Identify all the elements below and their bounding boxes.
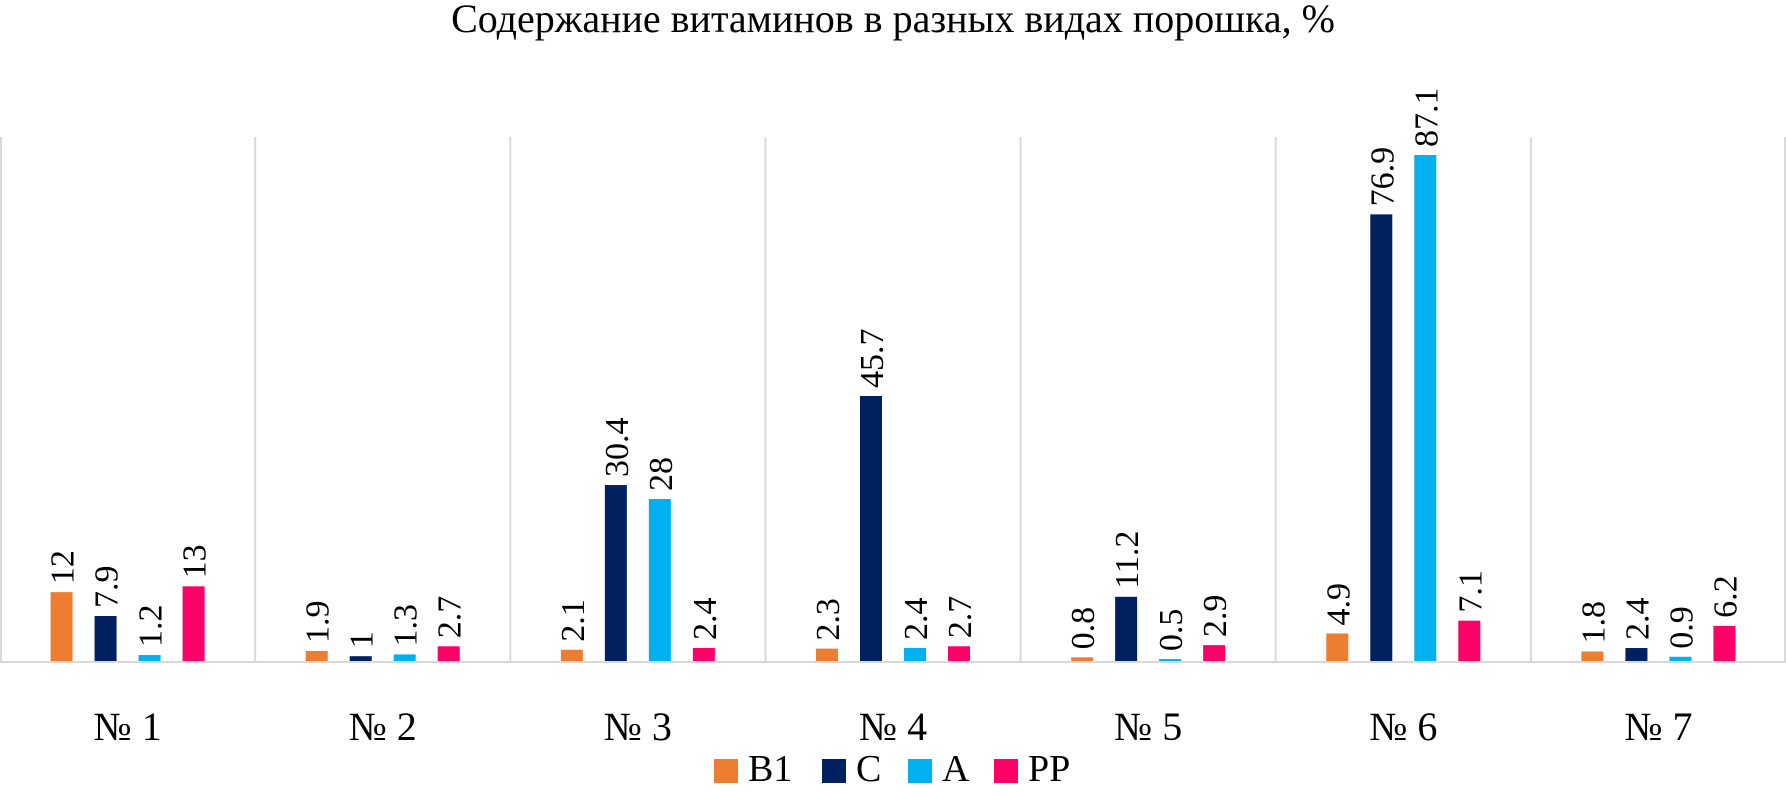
x-tick-label: № 3 — [604, 704, 672, 749]
data-label: 2.7 — [942, 596, 979, 639]
bar-pp — [1203, 645, 1226, 662]
bars — [50, 155, 1736, 662]
legend-label: B1 — [748, 748, 792, 790]
data-label: 11.2 — [1109, 531, 1146, 589]
bar-a — [393, 654, 416, 662]
bar-b1 — [50, 592, 73, 662]
bar-c — [1115, 596, 1138, 662]
bar-a — [1414, 155, 1437, 662]
bar-a — [904, 648, 926, 662]
legend-swatch — [714, 759, 738, 783]
data-label: 2.9 — [1197, 595, 1234, 638]
bar-c — [604, 485, 627, 662]
data-label: 2.1 — [555, 599, 592, 642]
bar-pp — [948, 646, 970, 662]
legend: B1 C A PP — [714, 748, 1070, 790]
data-label: 87.1 — [1408, 88, 1445, 148]
data-label: 2.7 — [432, 596, 469, 639]
bar-b1 — [305, 650, 328, 662]
bar-a — [648, 499, 671, 662]
legend-label: C — [856, 748, 881, 790]
data-label: 0.8 — [1065, 607, 1102, 650]
bar-b1 — [1581, 651, 1604, 662]
bar-c — [94, 616, 117, 662]
data-label: 45.7 — [854, 328, 891, 388]
data-label: 1.3 — [388, 604, 425, 647]
data-label: 7.1 — [1452, 570, 1489, 613]
bar-b1 — [1326, 633, 1349, 662]
data-label: 1.8 — [1575, 601, 1612, 644]
data-label: 1.2 — [133, 605, 170, 648]
bar-b1 — [816, 648, 838, 662]
data-label: 30.4 — [599, 418, 636, 478]
bar-pp — [692, 648, 715, 662]
data-label: 4.9 — [1320, 583, 1357, 626]
data-label: 2.4 — [687, 598, 724, 641]
bar-c — [1370, 214, 1393, 662]
x-tick-labels: № 1 № 2 № 3 № 4 № 5 № 6 № 7 — [93, 704, 1692, 749]
data-label: 28 — [643, 457, 680, 491]
bar-a — [1669, 656, 1692, 662]
bar-pp — [1713, 625, 1736, 662]
x-tick-label: № 7 — [1624, 704, 1692, 749]
legend-swatch — [822, 759, 846, 783]
x-tick-label: № 2 — [349, 704, 417, 749]
bar-c — [1625, 648, 1648, 662]
bar-c — [349, 656, 372, 662]
bar-a — [138, 655, 161, 662]
legend-label: A — [942, 748, 970, 790]
data-label: 1 — [344, 631, 381, 648]
gridlines — [0, 137, 1786, 662]
x-tick-label: № 1 — [93, 704, 161, 749]
data-label: 76.9 — [1364, 147, 1401, 207]
data-label: 12 — [45, 550, 82, 584]
bar-a — [1159, 659, 1182, 662]
bar-b1 — [560, 649, 583, 662]
x-tick-label: № 5 — [1114, 704, 1182, 749]
data-label: 6.2 — [1707, 575, 1744, 618]
legend-label: PP — [1028, 748, 1070, 790]
bar-pp — [182, 586, 205, 662]
bar-c — [860, 395, 882, 662]
bar-pp — [437, 646, 460, 662]
x-tick-label: № 4 — [859, 704, 927, 749]
data-label: 2.3 — [810, 598, 847, 641]
chart-title: Содержание витаминов в разных видах поро… — [451, 0, 1335, 41]
legend-swatch — [908, 759, 932, 783]
x-tick-label: № 6 — [1369, 704, 1437, 749]
data-label: 1.9 — [300, 600, 337, 643]
data-label: 0.5 — [1153, 609, 1190, 652]
bar-b1 — [1071, 657, 1094, 662]
legend-swatch — [994, 759, 1018, 783]
data-label: 13 — [177, 544, 214, 578]
data-label: 2.4 — [898, 598, 935, 641]
data-label: 0.9 — [1663, 606, 1700, 649]
data-label: 7.9 — [89, 566, 126, 609]
data-label: 2.4 — [1619, 598, 1656, 641]
bar-pp — [1458, 620, 1481, 662]
